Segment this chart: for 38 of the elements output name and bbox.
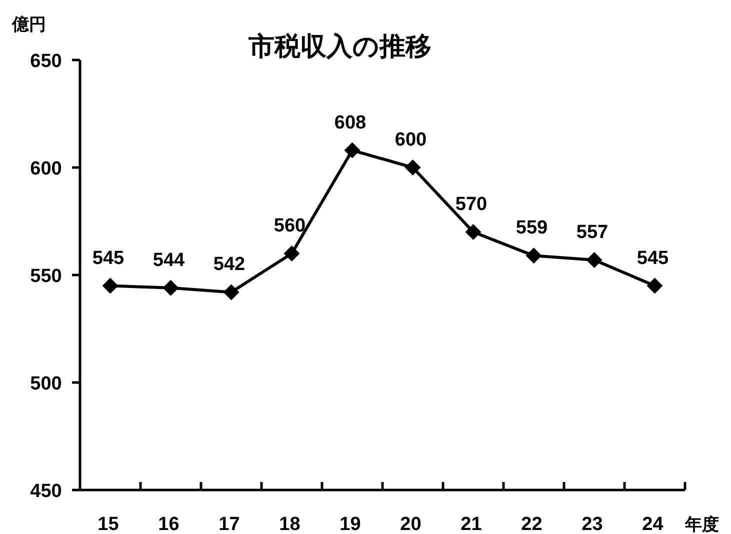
data-label: 545 — [636, 248, 670, 269]
point — [102, 278, 118, 294]
data-label: 542 — [213, 254, 246, 276]
x-tick-label: 16 — [158, 514, 180, 534]
x-tick-label: 23 — [582, 514, 603, 534]
data-label: 545 — [92, 248, 125, 269]
y-tick-label: 450 — [30, 481, 62, 502]
point — [646, 278, 663, 294]
data-label: 560 — [274, 216, 306, 236]
x-tick-label: 24 — [642, 514, 664, 534]
x-tick-label: 17 — [218, 514, 240, 534]
x-tick-label: 20 — [400, 514, 422, 534]
point — [344, 142, 360, 158]
chart-title: 市税収入の推移 — [248, 31, 432, 61]
point — [162, 280, 179, 296]
y-tick-label: 550 — [30, 266, 62, 287]
y-tick-label: 600 — [30, 158, 62, 180]
point — [223, 284, 240, 300]
data-label: 608 — [334, 112, 366, 134]
point — [526, 248, 542, 264]
data-label: 557 — [576, 222, 608, 243]
data-label: 544 — [152, 250, 186, 271]
point — [284, 246, 300, 262]
y-tick-label: 650 — [30, 51, 62, 72]
data-label: 559 — [516, 218, 548, 239]
x-tick-label: 19 — [340, 514, 361, 534]
x-tick-label: 22 — [521, 514, 542, 534]
point — [586, 252, 602, 268]
point — [465, 224, 482, 240]
x-tick-label: 15 — [98, 514, 120, 534]
y-axis-title: 億円 — [11, 15, 46, 34]
x-axis-title: 年度 — [684, 515, 719, 534]
y-tick-label: 500 — [30, 374, 62, 394]
point — [404, 160, 421, 176]
data-label: 570 — [455, 194, 488, 215]
data-label: 600 — [394, 130, 427, 150]
x-tick-label: 21 — [460, 514, 482, 534]
x-tick-label: 18 — [279, 514, 300, 534]
